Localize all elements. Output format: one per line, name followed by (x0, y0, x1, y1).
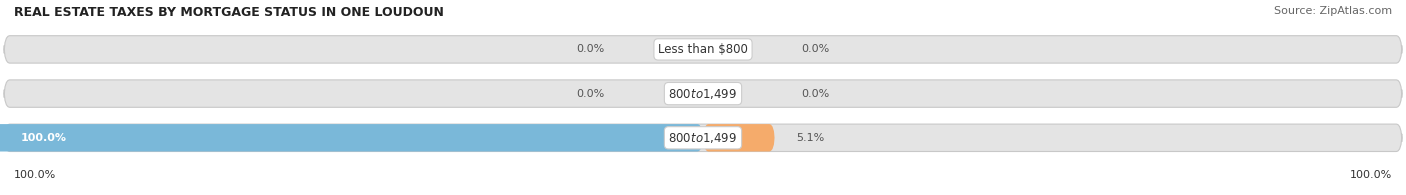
FancyBboxPatch shape (4, 80, 1402, 107)
Text: 100.0%: 100.0% (21, 133, 67, 143)
Text: Less than $800: Less than $800 (658, 43, 748, 56)
Text: Source: ZipAtlas.com: Source: ZipAtlas.com (1274, 6, 1392, 16)
Text: 0.0%: 0.0% (576, 89, 605, 99)
Text: 0.0%: 0.0% (576, 44, 605, 54)
Text: 100.0%: 100.0% (14, 170, 56, 181)
Text: $800 to $1,499: $800 to $1,499 (668, 131, 738, 145)
Text: 0.0%: 0.0% (801, 89, 830, 99)
Text: 5.1%: 5.1% (796, 133, 824, 143)
FancyBboxPatch shape (4, 36, 1402, 63)
Text: REAL ESTATE TAXES BY MORTGAGE STATUS IN ONE LOUDOUN: REAL ESTATE TAXES BY MORTGAGE STATUS IN … (14, 6, 444, 19)
FancyBboxPatch shape (0, 124, 703, 152)
Text: 0.0%: 0.0% (801, 44, 830, 54)
Text: 100.0%: 100.0% (1350, 170, 1392, 181)
FancyBboxPatch shape (4, 124, 1402, 152)
FancyBboxPatch shape (703, 124, 775, 152)
Text: $800 to $1,499: $800 to $1,499 (668, 87, 738, 101)
